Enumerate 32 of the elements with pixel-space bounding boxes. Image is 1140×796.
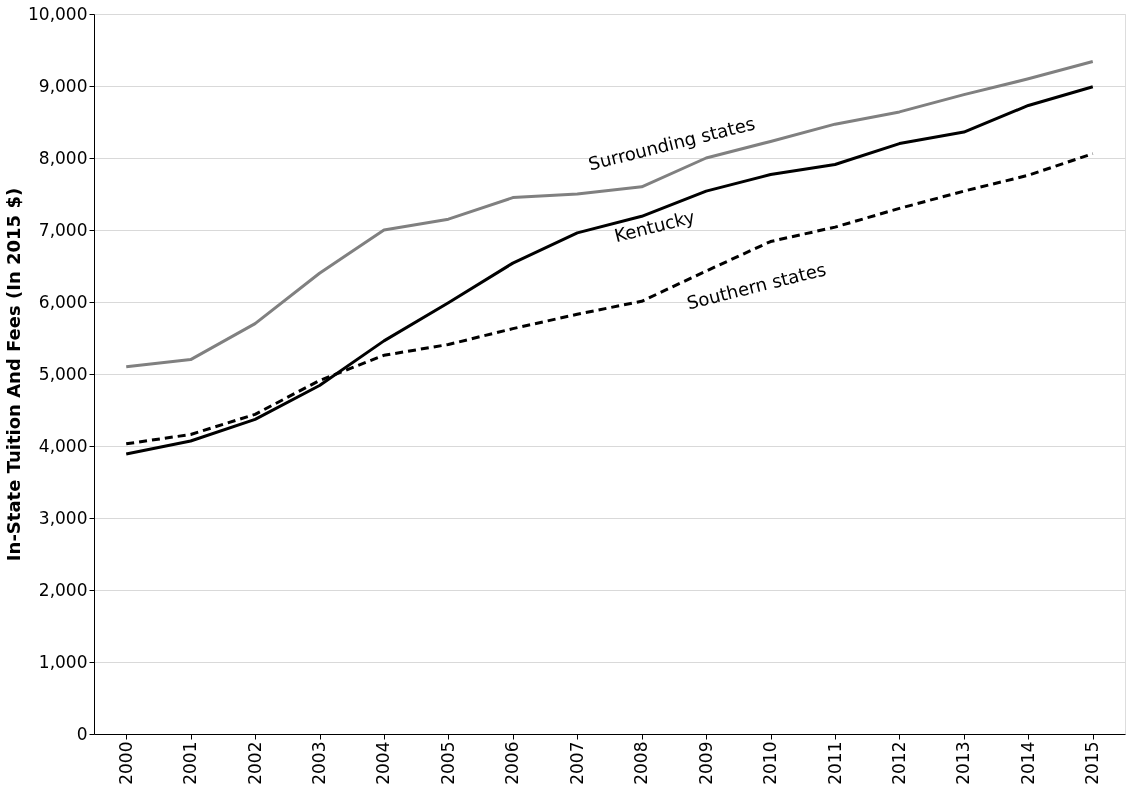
x-tick-label: 2002 [244,741,265,785]
x-tick-label: 2008 [631,741,652,785]
y-tick-label: 2,000 [38,579,88,600]
x-tick-label: 2004 [373,741,394,785]
annotation: Southern states [684,258,828,314]
y-tick-label: 1,000 [38,651,88,672]
y-tick-label: 3,000 [38,507,88,528]
x-tick-label: 2015 [1082,741,1103,785]
line-series [124,85,1095,456]
x-tick-label: 2007 [566,741,587,785]
y-tick-label: 6,000 [38,291,88,312]
x-tick-label: 2011 [824,741,845,785]
x-tick-label: 2009 [695,741,716,785]
x-tick-label: 2010 [760,741,781,785]
x-tick-label: 2013 [953,741,974,785]
line-series [124,60,1095,369]
x-tick-label: 2014 [1017,741,1038,785]
y-tick-label: 4,000 [38,435,88,456]
x-tick-label: 2001 [180,741,201,785]
y-tick-label: 0 [76,723,88,744]
y-axis-title: In-State Tuition And Fees (In 2015 $) [3,187,25,562]
x-tick-label: 2000 [115,741,136,785]
x-tick-label: 2005 [437,741,458,785]
y-tick-label: 5,000 [38,363,88,384]
x-tick-label: 2006 [502,741,523,785]
y-tick-label: 9,000 [38,75,88,96]
y-tick-label: 8,000 [38,147,88,168]
y-tick-label: 7,000 [38,219,88,240]
x-tick-label: 2003 [309,741,330,785]
annotation: Kentucky [612,205,698,247]
x-tick-label: 2012 [888,741,909,785]
y-tick-label: 10,000 [28,3,88,24]
